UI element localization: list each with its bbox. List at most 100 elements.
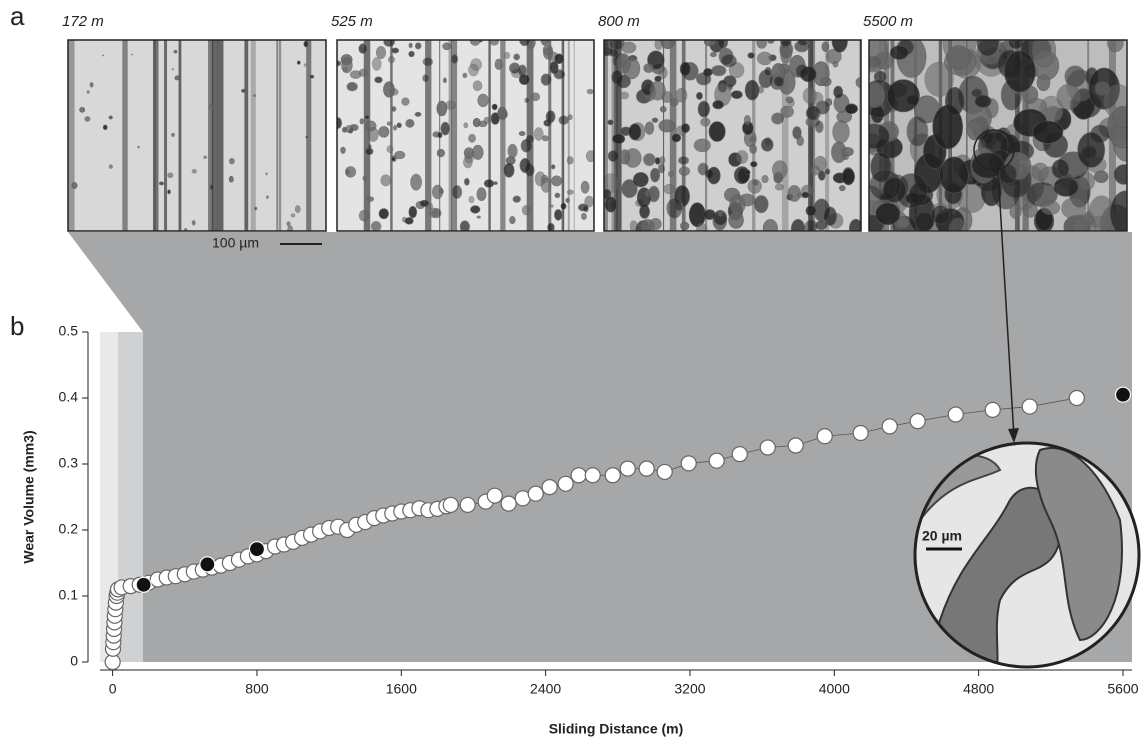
grain — [253, 94, 257, 97]
grain — [483, 116, 490, 125]
grain — [266, 195, 269, 199]
data-point — [680, 455, 697, 472]
micrograph-label: 800 m — [598, 13, 640, 30]
grain — [839, 185, 846, 192]
grain — [1032, 120, 1064, 144]
grain — [518, 131, 526, 136]
stripe — [178, 40, 182, 231]
stripe — [604, 40, 608, 231]
grain — [1061, 197, 1087, 220]
grain — [756, 40, 768, 49]
grain — [442, 42, 452, 51]
grain — [772, 160, 788, 180]
data-point — [459, 496, 476, 514]
stripe — [681, 40, 686, 231]
grain — [405, 118, 415, 128]
grain — [841, 168, 855, 186]
grain — [303, 63, 307, 67]
grain — [607, 119, 614, 126]
stripe — [573, 40, 575, 231]
grain — [554, 192, 561, 199]
grain — [490, 112, 500, 125]
grain — [644, 189, 655, 198]
panel-label: b — [10, 311, 24, 341]
grain — [744, 79, 760, 101]
grain — [717, 209, 724, 217]
x-tick-label: 4800 — [963, 681, 994, 697]
micrograph-label: 5500 m — [863, 13, 913, 30]
data-point — [708, 452, 725, 469]
data-point — [584, 467, 601, 484]
stripe — [68, 40, 75, 231]
grain — [1107, 40, 1124, 53]
grain — [663, 183, 675, 195]
x-tick-label: 1600 — [386, 681, 417, 697]
grain — [494, 58, 503, 70]
micrograph-bg — [68, 40, 326, 231]
data-point — [604, 467, 621, 484]
grain — [944, 86, 965, 116]
y-tick-label: 0.4 — [59, 389, 79, 405]
stripe — [448, 40, 452, 231]
grain — [743, 114, 751, 126]
grain — [374, 76, 383, 84]
grain — [667, 170, 674, 177]
inset-scale-label: 20 µm — [922, 528, 962, 544]
x-tick-label: 3200 — [674, 681, 705, 697]
grain — [805, 205, 817, 217]
grain — [362, 175, 368, 182]
grain — [810, 165, 821, 176]
grain — [844, 103, 858, 114]
grain — [666, 198, 683, 219]
grain — [287, 225, 294, 231]
grain — [659, 106, 667, 113]
grain — [678, 156, 690, 165]
data-point — [909, 413, 926, 430]
grain — [440, 121, 450, 136]
grain — [619, 149, 631, 165]
data-point — [787, 437, 804, 454]
grain — [678, 166, 691, 176]
grain — [367, 127, 379, 142]
grain — [833, 85, 844, 99]
stripe — [500, 40, 506, 231]
grain — [566, 156, 574, 165]
grain — [540, 73, 552, 86]
grain — [545, 110, 556, 123]
grain — [108, 115, 113, 120]
grain — [1040, 200, 1061, 216]
grain — [542, 135, 549, 142]
grain — [158, 181, 165, 186]
grain — [869, 82, 886, 109]
grain — [580, 180, 590, 194]
data-point — [638, 460, 655, 477]
grain — [358, 68, 368, 77]
grain — [101, 54, 105, 57]
grain — [1036, 74, 1051, 92]
grain — [404, 217, 414, 225]
grain — [432, 184, 443, 200]
grain — [436, 148, 445, 158]
grain — [370, 220, 382, 231]
stripe — [276, 40, 279, 231]
grain — [697, 100, 710, 118]
grain — [831, 40, 848, 53]
grain — [530, 92, 541, 102]
grain — [296, 60, 301, 65]
grain — [521, 205, 531, 216]
grain — [875, 202, 901, 226]
grain — [586, 88, 594, 95]
grain — [581, 212, 587, 220]
x-axis-title: Sliding Distance (m) — [549, 721, 684, 737]
grain — [366, 196, 375, 202]
data-point — [500, 495, 517, 512]
grain — [254, 206, 258, 211]
stripe — [488, 40, 491, 231]
grain — [493, 181, 498, 186]
grain — [774, 183, 784, 191]
grain — [383, 81, 395, 98]
y-tick-label: 0.5 — [59, 323, 79, 339]
x-tick-label: 4000 — [819, 681, 850, 697]
grain — [167, 172, 174, 178]
grain — [414, 111, 422, 117]
